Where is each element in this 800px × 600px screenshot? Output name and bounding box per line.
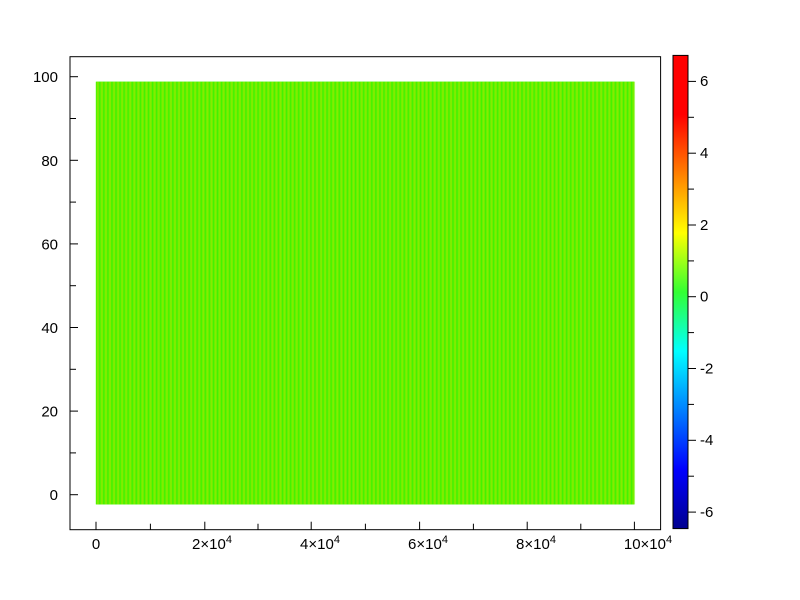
svg-text:2: 2 <box>700 217 708 234</box>
svg-text:100: 100 <box>33 69 58 86</box>
svg-text:20: 20 <box>41 404 58 421</box>
svg-text:0: 0 <box>700 289 708 306</box>
svg-text:8×104: 8×104 <box>516 534 556 553</box>
svg-text:10×104: 10×104 <box>624 534 672 553</box>
svg-text:-2: -2 <box>700 360 713 377</box>
svg-text:60: 60 <box>41 236 58 253</box>
svg-text:-4: -4 <box>700 432 713 449</box>
svg-text:0: 0 <box>92 536 100 553</box>
svg-text:0: 0 <box>50 487 58 504</box>
svg-text:4: 4 <box>700 145 708 162</box>
svg-text:6: 6 <box>700 73 708 90</box>
svg-text:80: 80 <box>41 153 58 170</box>
svg-text:6×104: 6×104 <box>408 534 448 553</box>
svg-text:4×104: 4×104 <box>300 534 340 553</box>
svg-text:40: 40 <box>41 320 58 337</box>
svg-text:-6: -6 <box>700 504 713 521</box>
svg-text:2×104: 2×104 <box>192 534 232 553</box>
